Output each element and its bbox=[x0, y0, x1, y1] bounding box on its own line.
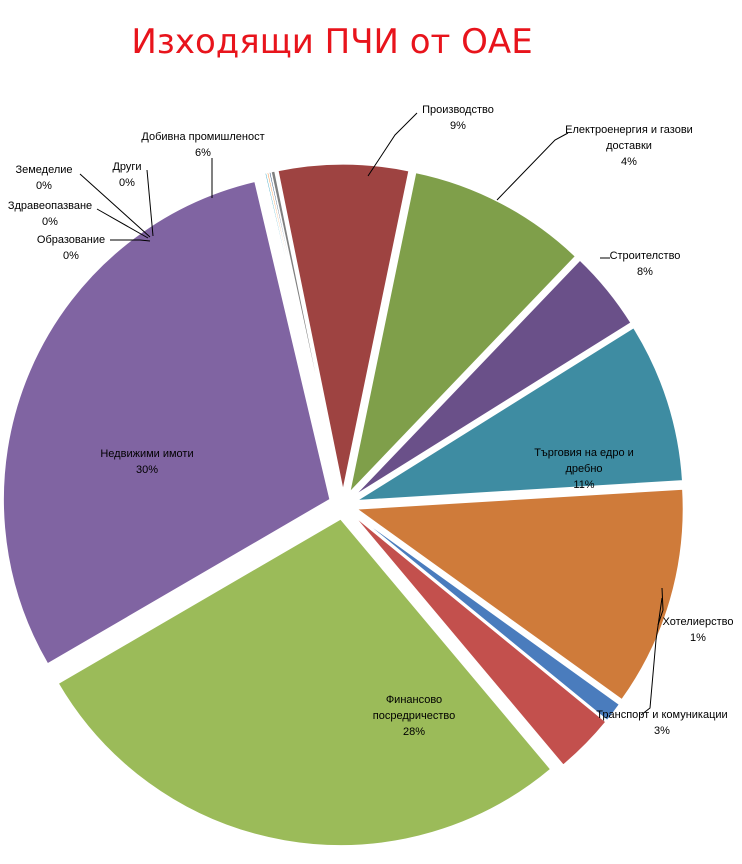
slice-name: Търговия на едро и bbox=[534, 447, 634, 459]
slice-label-2: Търговия на едро и дребно 11% bbox=[534, 447, 634, 491]
slice-label-3: Хотелиерство 1% bbox=[663, 616, 734, 644]
slice-percent: 0% bbox=[42, 216, 58, 228]
slice-percent: 0% bbox=[36, 180, 52, 192]
leader-line-9 bbox=[79, 173, 151, 238]
pie-slice-13 bbox=[353, 258, 633, 497]
pie-slice-1 bbox=[355, 326, 684, 502]
slice-name: дребно bbox=[565, 463, 602, 475]
slice-label-7: Образование 0% bbox=[37, 234, 105, 262]
slice-name: доставки bbox=[606, 140, 652, 152]
slice-percent: 4% bbox=[621, 156, 637, 168]
slice-percent: 3% bbox=[654, 725, 670, 737]
slice-label-8: Здравеопазване 0% bbox=[8, 200, 92, 228]
leader-line-10 bbox=[146, 169, 154, 237]
leader-line-4 bbox=[640, 597, 663, 716]
slice-label-13: Електроенергия и газови доставки 4% bbox=[565, 124, 693, 168]
slice-percent: 1% bbox=[690, 632, 706, 644]
leader-line-7 bbox=[110, 239, 151, 242]
slice-label-1: Строителство 8% bbox=[610, 250, 681, 278]
slice-name: Добивна промишленост bbox=[141, 131, 264, 143]
slice-name: Електроенергия и газови bbox=[565, 124, 693, 136]
slice-labels: Строителство 8% Търговия на едро и дребно 11… bbox=[8, 104, 734, 738]
pie-slices bbox=[2, 163, 685, 847]
slice-name: Транспорт и комуникации bbox=[596, 709, 727, 721]
leader-lines bbox=[79, 112, 664, 716]
slice-percent: 28% bbox=[403, 726, 425, 738]
slice-label-6: Недвижими имоти 30% bbox=[100, 448, 193, 476]
slice-name: Други bbox=[112, 161, 141, 173]
pie-slice-4 bbox=[352, 514, 608, 767]
slice-label-10: Други 0% bbox=[112, 161, 141, 189]
pie-slice-5 bbox=[57, 517, 552, 847]
leader-line-3 bbox=[657, 587, 664, 626]
pie-slice-11 bbox=[276, 163, 411, 492]
slice-percent: 30% bbox=[136, 464, 158, 476]
slice-name: посредричество bbox=[373, 710, 455, 722]
slice-name: Недвижими имоти bbox=[100, 448, 193, 460]
slice-label-9: Земеделие 0% bbox=[15, 164, 72, 192]
slice-label-5: Финансово посредричество 28% bbox=[373, 694, 455, 738]
leader-line-13 bbox=[496, 132, 569, 201]
slice-label-12: Производство 9% bbox=[422, 104, 494, 132]
slice-percent: 6% bbox=[195, 147, 211, 159]
chart-title: Изходящи ПЧИ от ОАЕ bbox=[131, 22, 533, 62]
slice-name: Финансово bbox=[386, 694, 442, 706]
slice-name: Производство bbox=[422, 104, 494, 116]
slice-name: Образование bbox=[37, 234, 105, 246]
slice-name: Земеделие bbox=[15, 164, 72, 176]
slice-label-11: Добивна промишленост 6% bbox=[141, 131, 264, 159]
leader-line-12 bbox=[367, 112, 418, 177]
slice-name: Строителство bbox=[610, 250, 681, 262]
slice-percent: 0% bbox=[119, 177, 135, 189]
slice-percent: 0% bbox=[63, 250, 79, 262]
slice-percent: 8% bbox=[637, 266, 653, 278]
pie-slice-2 bbox=[354, 488, 685, 701]
slice-percent: 11% bbox=[573, 479, 594, 491]
slice-label-4: Транспорт и комуникации 3% bbox=[596, 709, 727, 737]
slice-name: Здравеопазване bbox=[8, 200, 92, 212]
slice-percent: 9% bbox=[450, 120, 466, 132]
leader-line-8 bbox=[96, 208, 149, 239]
pie-slice-6 bbox=[2, 180, 331, 666]
pie-slice-3 bbox=[353, 512, 621, 722]
pie-slice-10 bbox=[270, 169, 341, 492]
slice-name: Хотелиерство bbox=[663, 616, 734, 628]
pie-slice-12 bbox=[348, 171, 577, 496]
